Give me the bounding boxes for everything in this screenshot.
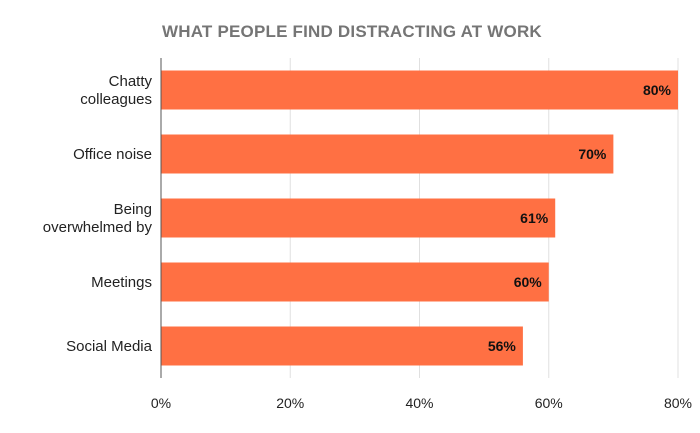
category-label: Chatty colleagues xyxy=(80,73,152,108)
category-label: Meetings xyxy=(91,274,152,291)
bar xyxy=(161,70,678,110)
data-label: 61% xyxy=(520,210,549,226)
category-label: Office noise xyxy=(73,146,152,163)
data-labels: 80% 70% 61% 60% 56% xyxy=(488,82,672,354)
bar xyxy=(161,198,556,238)
category-label: Social Media xyxy=(66,338,153,355)
category-label: Being overwhelmed by xyxy=(43,201,153,236)
bar xyxy=(161,134,614,174)
data-label: 56% xyxy=(488,338,517,354)
data-label: 70% xyxy=(578,146,607,162)
x-tick-label: 60% xyxy=(535,395,563,411)
x-tick-label: 40% xyxy=(405,395,433,411)
bar xyxy=(161,262,549,302)
x-tick-label: 80% xyxy=(664,395,692,411)
data-label: 60% xyxy=(514,274,543,290)
x-tick-label: 0% xyxy=(151,395,171,411)
bars xyxy=(161,70,678,366)
chart-title: WHAT PEOPLE FIND DISTRACTING AT WORK xyxy=(162,22,542,41)
bar xyxy=(161,326,523,366)
data-label: 80% xyxy=(643,82,672,98)
category-labels: Chatty colleagues Office noise Being overwhe… xyxy=(43,73,153,355)
x-tick-labels: 0% 20% 40% 60% 80% xyxy=(151,395,692,411)
x-tick-label: 20% xyxy=(276,395,304,411)
